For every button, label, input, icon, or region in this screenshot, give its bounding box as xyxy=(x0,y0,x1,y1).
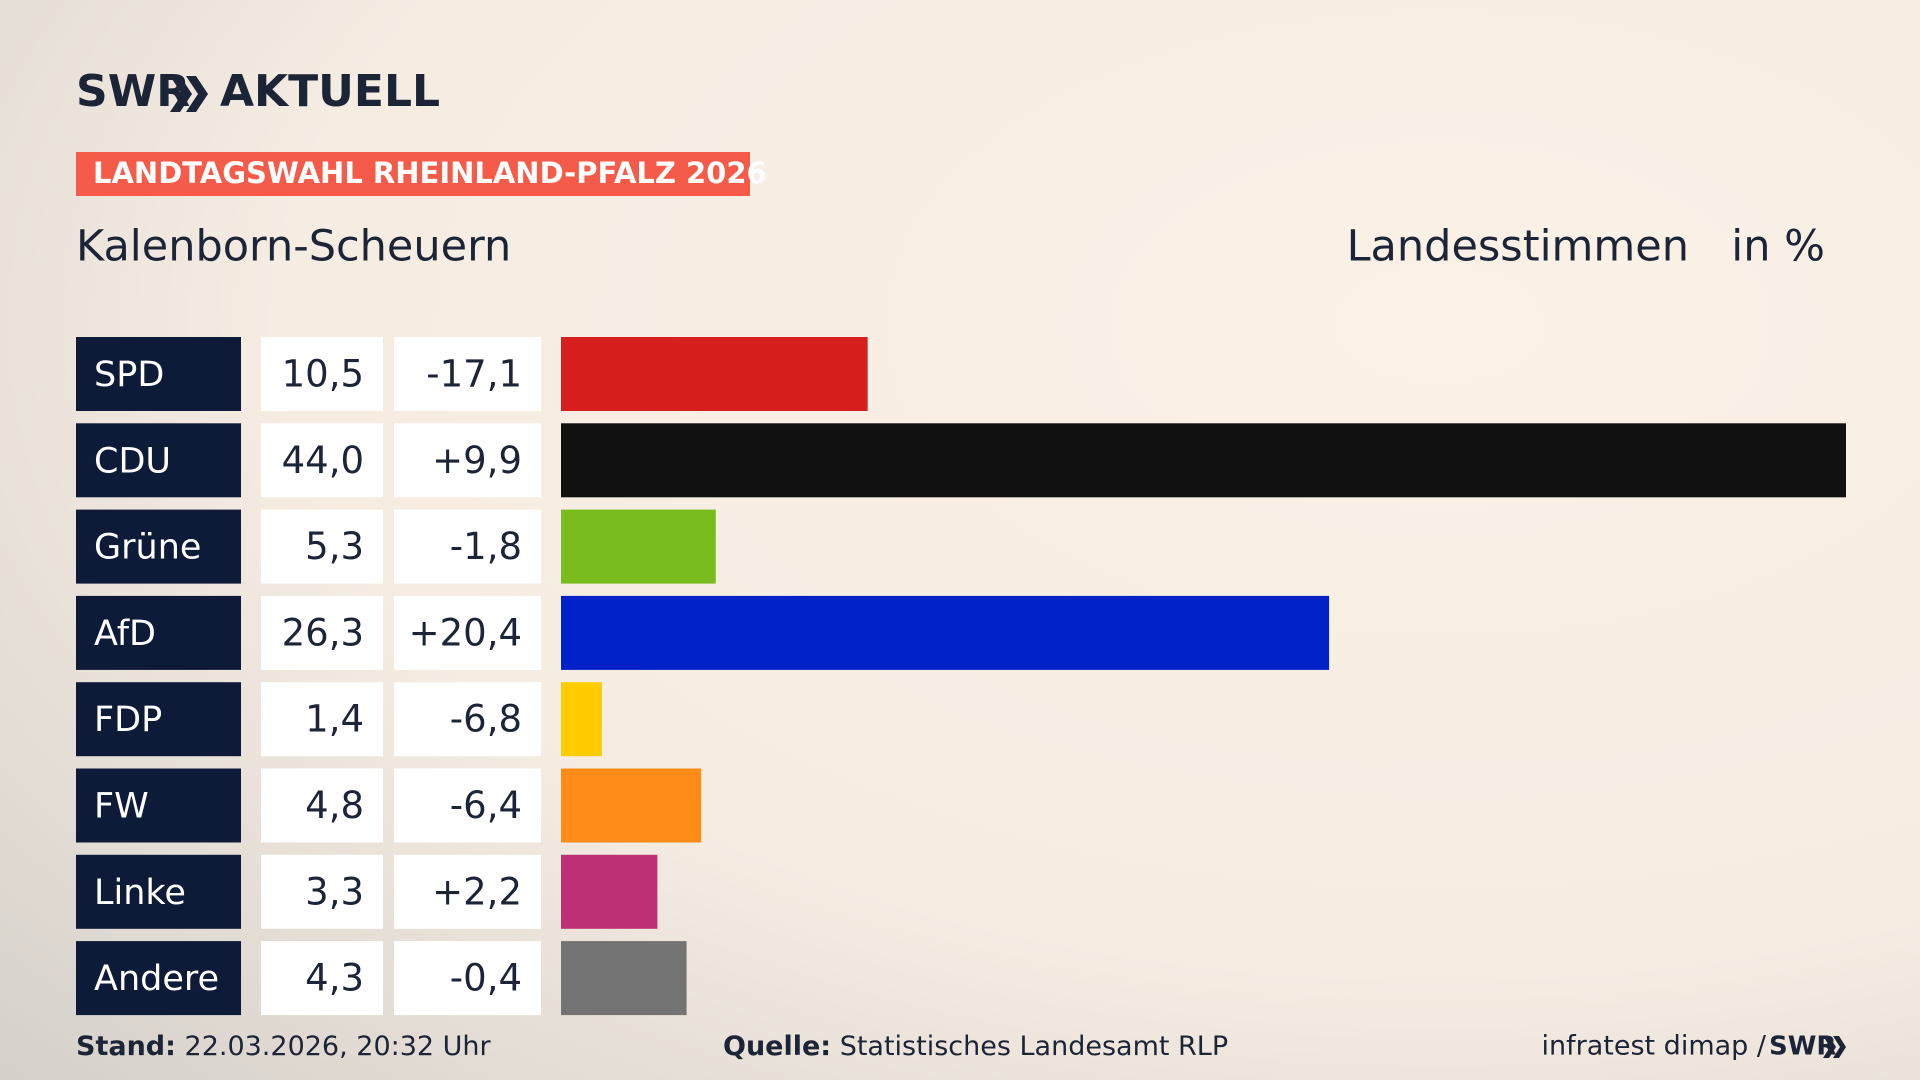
change-cell xyxy=(394,423,541,498)
value-label: 26,3 xyxy=(282,611,364,654)
source: Quelle: Statistisches Landesamt RLP xyxy=(723,1031,1228,1062)
change-cell xyxy=(394,682,541,757)
change-cell xyxy=(394,941,541,1016)
value-cell xyxy=(261,423,383,498)
value-cell xyxy=(261,682,383,757)
bar xyxy=(561,682,602,757)
bar xyxy=(561,941,687,1016)
value-cell xyxy=(261,854,383,929)
measure: Landesstimmen xyxy=(1347,222,1689,272)
party-label: AfD xyxy=(94,614,156,654)
logo-chevrons xyxy=(170,76,208,112)
party-box xyxy=(76,423,241,498)
party-box xyxy=(76,854,241,929)
party-label: Andere xyxy=(94,959,219,999)
bar xyxy=(561,854,658,929)
party-box xyxy=(76,595,241,670)
party-box xyxy=(76,337,241,411)
bar xyxy=(561,423,1846,498)
change-cell xyxy=(394,768,541,843)
party-box xyxy=(76,509,241,584)
party-box xyxy=(76,682,241,757)
change-cell xyxy=(394,509,541,584)
value-label: 10,5 xyxy=(282,353,364,396)
change-label: +9,9 xyxy=(432,439,522,482)
change-label: -6,8 xyxy=(450,698,522,741)
value-label: 4,8 xyxy=(305,784,364,827)
source-value: Statistisches Landesamt RLP xyxy=(840,1031,1228,1062)
change-cell xyxy=(394,337,541,411)
change-label: -6,4 xyxy=(450,784,522,827)
value-label: 3,3 xyxy=(305,870,364,913)
value-cell xyxy=(261,941,383,1016)
value-cell xyxy=(261,337,383,411)
bar xyxy=(561,337,868,411)
change-cell xyxy=(394,854,541,929)
party-label: FW xyxy=(94,787,149,827)
source-label: Quelle: xyxy=(723,1031,831,1062)
kicker-box xyxy=(76,152,750,196)
change-label: -17,1 xyxy=(426,353,522,396)
party-label: CDU xyxy=(94,441,171,481)
stand: Stand: 22.03.2026, 20:32 Uhr xyxy=(76,1031,492,1062)
value-label: 4,3 xyxy=(305,957,364,1000)
change-cell xyxy=(394,595,541,670)
change-label: +2,2 xyxy=(432,870,522,913)
party-box xyxy=(76,768,241,843)
value-label: 44,0 xyxy=(282,439,364,482)
credit: infratest dimap / xyxy=(1541,1031,1766,1062)
value-label: 5,3 xyxy=(305,525,364,568)
chart-title: Kalenborn-Scheuern xyxy=(76,222,511,272)
stand-value: 22.03.2026, 20:32 Uhr xyxy=(185,1031,492,1062)
value-cell xyxy=(261,595,383,670)
credit-chevrons xyxy=(1823,1036,1846,1058)
party-label: SPD xyxy=(94,355,164,395)
party-label: Grüne xyxy=(94,528,201,568)
change-label: -1,8 xyxy=(450,525,522,568)
kicker: LANDTAGSWAHL RHEINLAND-PFALZ 2026 xyxy=(93,156,767,190)
stand-label: Stand: xyxy=(76,1031,176,1062)
party-label: Linke xyxy=(94,873,186,913)
party-box xyxy=(76,941,241,1016)
change-label: -0,4 xyxy=(450,957,522,1000)
logo: SWR xyxy=(76,66,190,117)
unit: in % xyxy=(1731,222,1825,272)
bar xyxy=(561,595,1330,670)
value-cell xyxy=(261,509,383,584)
bar xyxy=(561,509,716,584)
rows: SPD 10,5 -17,1 CDU 44,0 +9,9 Grüne 5,3 -1,8 AfD 26… xyxy=(76,337,1846,1016)
logo-title: AKTUELL xyxy=(220,66,440,117)
change-label: +20,4 xyxy=(409,611,522,654)
value-cell xyxy=(261,768,383,843)
bar xyxy=(561,768,702,843)
party-label: FDP xyxy=(94,700,162,740)
value-label: 1,4 xyxy=(305,698,364,741)
